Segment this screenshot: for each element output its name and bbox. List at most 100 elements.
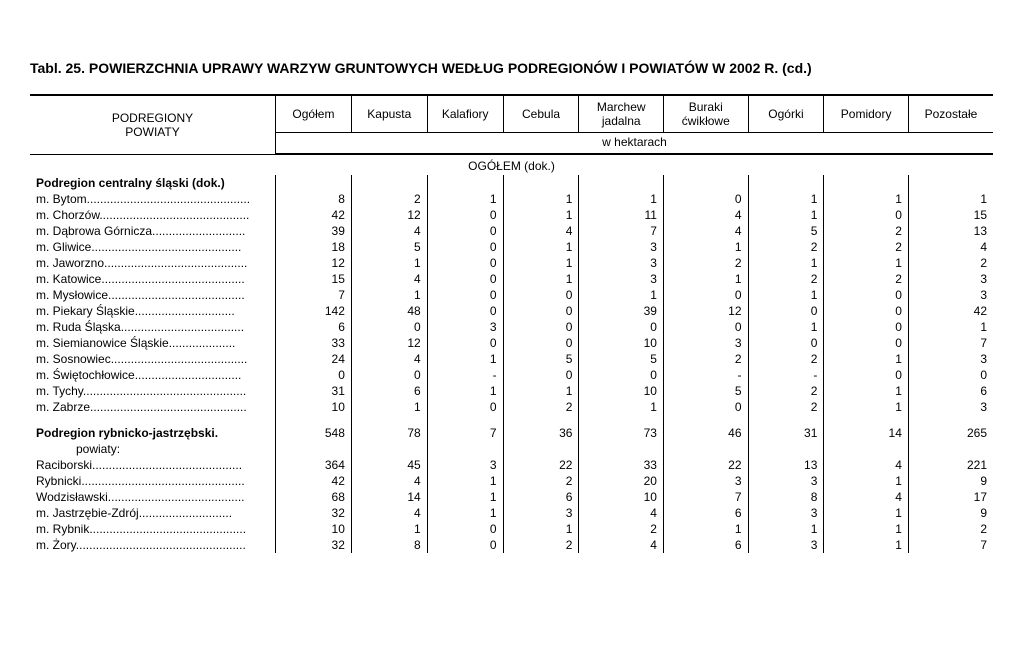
cell: 5 xyxy=(503,351,579,367)
table-row: Wodzisławski............................… xyxy=(30,489,276,505)
cell: 2 xyxy=(503,473,579,489)
col-header-rowhead: PODREGIONYPOWIATY xyxy=(30,95,276,154)
cell: 10 xyxy=(276,521,352,537)
cell: 548 xyxy=(276,425,352,441)
cell: 0 xyxy=(427,303,503,319)
cell: 1 xyxy=(579,287,664,303)
cell: 0 xyxy=(663,319,748,335)
cell: 6 xyxy=(663,505,748,521)
cell: 2 xyxy=(908,255,993,271)
cell: 4 xyxy=(908,239,993,255)
cell: 0 xyxy=(663,191,748,207)
cell: 0 xyxy=(663,287,748,303)
powiaty-label: powiaty: xyxy=(30,441,276,457)
cell xyxy=(427,175,503,191)
cell: 8 xyxy=(351,537,427,553)
cell xyxy=(351,441,427,457)
cell: 2 xyxy=(748,239,824,255)
cell xyxy=(908,441,993,457)
cell: 18 xyxy=(276,239,352,255)
cell: 3 xyxy=(579,255,664,271)
table-row: m. Jaworzno.............................… xyxy=(30,255,276,271)
cell: 5 xyxy=(748,223,824,239)
cell: 12 xyxy=(276,255,352,271)
cell: 3 xyxy=(663,473,748,489)
cell: 1 xyxy=(748,191,824,207)
cell: 1 xyxy=(503,239,579,255)
cell: 4 xyxy=(351,473,427,489)
cell: 7 xyxy=(663,489,748,505)
page: Tabl. 25. POWIERZCHNIA UPRAWY WARZYW GRU… xyxy=(0,0,1023,672)
table-row: m. Żory.................................… xyxy=(30,537,276,553)
cell: 13 xyxy=(748,457,824,473)
cell: 6 xyxy=(503,489,579,505)
cell: 6 xyxy=(276,319,352,335)
cell: 3 xyxy=(908,399,993,415)
cell: 9 xyxy=(908,473,993,489)
cell: 42 xyxy=(908,303,993,319)
cell: 3 xyxy=(503,505,579,521)
cell xyxy=(276,441,352,457)
cell xyxy=(579,441,664,457)
cell: 3 xyxy=(748,473,824,489)
cell: 1 xyxy=(824,383,909,399)
cell: 2 xyxy=(503,399,579,415)
cell: 78 xyxy=(351,425,427,441)
cell: 1 xyxy=(579,191,664,207)
cell: 1 xyxy=(351,521,427,537)
cell: 42 xyxy=(276,207,352,223)
col-header-1: Ogółem xyxy=(276,95,352,133)
cell xyxy=(824,441,909,457)
table-row: m. Sosnowiec............................… xyxy=(30,351,276,367)
cell: 1 xyxy=(824,505,909,521)
cell xyxy=(427,441,503,457)
cell: 6 xyxy=(663,537,748,553)
cell: 1 xyxy=(748,521,824,537)
section-title: Podregion centralny śląski (dok.) xyxy=(30,175,276,191)
cell: 4 xyxy=(824,489,909,505)
cell xyxy=(503,441,579,457)
table-row: m. Piekary Śląskie......................… xyxy=(30,303,276,319)
cell xyxy=(503,175,579,191)
section-header: OGÓŁEM (dok.) xyxy=(30,154,993,175)
table-row: m. Katowice.............................… xyxy=(30,271,276,287)
spacer xyxy=(503,415,579,425)
cell: 1 xyxy=(748,319,824,335)
cell: 3 xyxy=(579,239,664,255)
cell: 3 xyxy=(908,351,993,367)
cell: 1 xyxy=(824,473,909,489)
cell: 2 xyxy=(908,521,993,537)
table-row: Raciborski..............................… xyxy=(30,457,276,473)
cell: 39 xyxy=(276,223,352,239)
cell: 1 xyxy=(503,255,579,271)
col-header-8: Pomidory xyxy=(824,95,909,133)
cell: 31 xyxy=(748,425,824,441)
cell: 5 xyxy=(579,351,664,367)
table-row: m. Gliwice..............................… xyxy=(30,239,276,255)
cell: 0 xyxy=(748,303,824,319)
cell: - xyxy=(427,367,503,383)
table-row: m. Chorzów..............................… xyxy=(30,207,276,223)
cell xyxy=(908,175,993,191)
cell: 0 xyxy=(276,367,352,383)
cell xyxy=(663,175,748,191)
cell: 0 xyxy=(427,207,503,223)
cell xyxy=(276,175,352,191)
cell: 2 xyxy=(748,383,824,399)
cell: 0 xyxy=(351,367,427,383)
spacer xyxy=(908,415,993,425)
cell: 1 xyxy=(503,271,579,287)
cell: 2 xyxy=(748,399,824,415)
table-row: Rybnicki................................… xyxy=(30,473,276,489)
cell: 0 xyxy=(824,335,909,351)
cell: 0 xyxy=(908,367,993,383)
cell: 1 xyxy=(351,255,427,271)
cell: 0 xyxy=(427,271,503,287)
cell: 2 xyxy=(663,351,748,367)
cell: 0 xyxy=(824,207,909,223)
cell: 1 xyxy=(824,399,909,415)
cell: 0 xyxy=(824,287,909,303)
cell: 0 xyxy=(427,223,503,239)
cell: 4 xyxy=(663,207,748,223)
cell: 4 xyxy=(351,271,427,287)
